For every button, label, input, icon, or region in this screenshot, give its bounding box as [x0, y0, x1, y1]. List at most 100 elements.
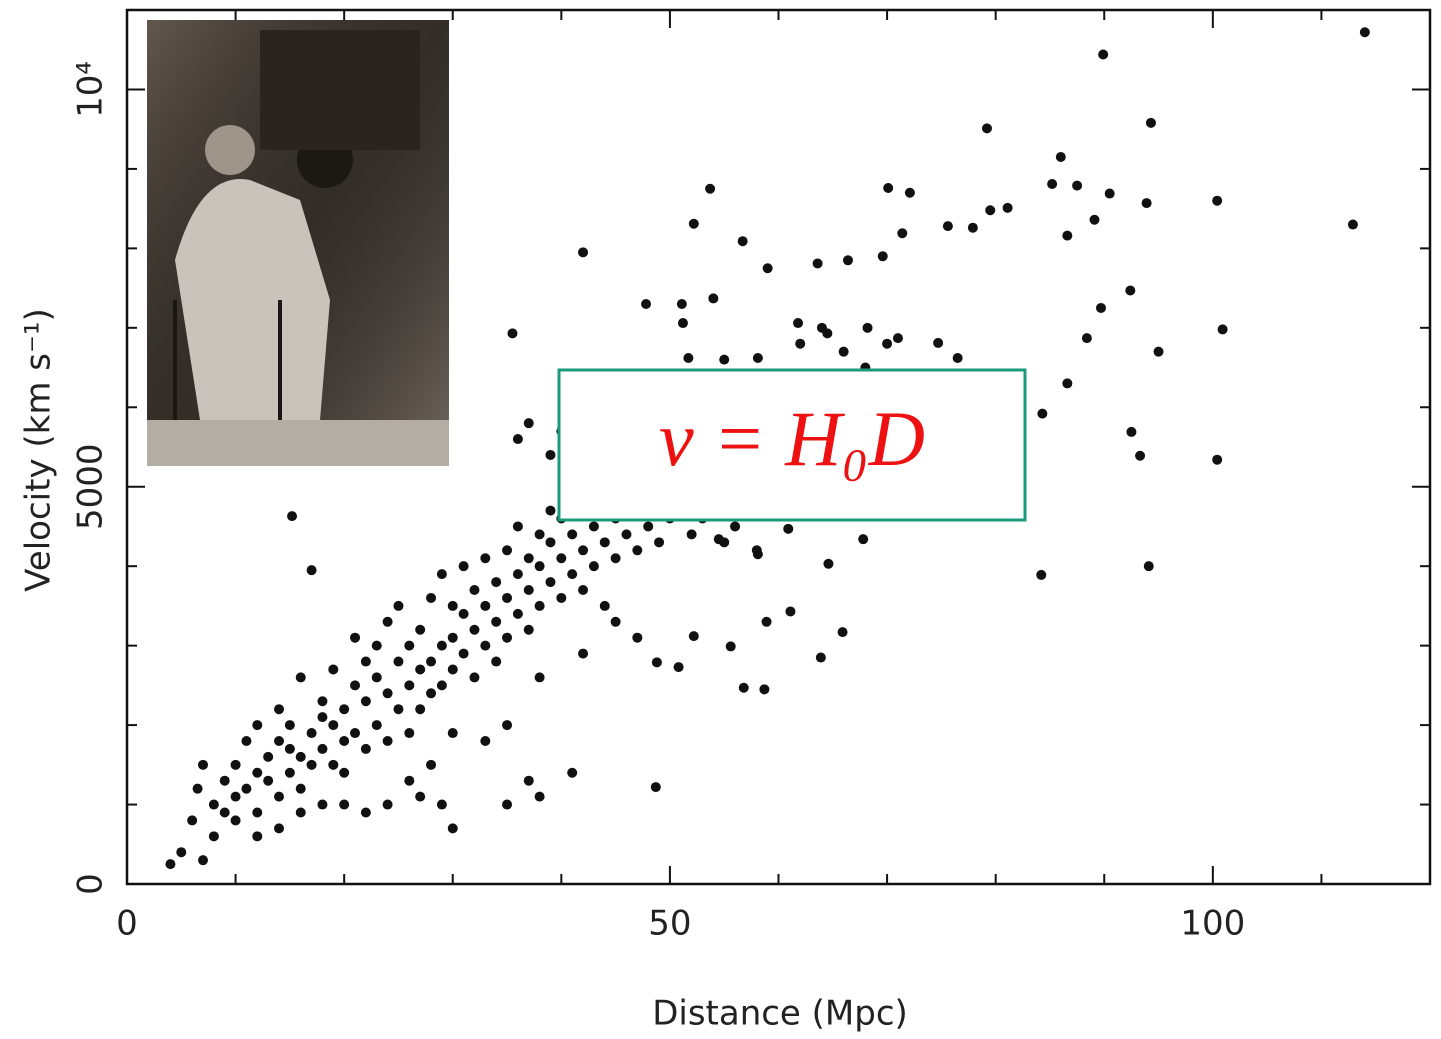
- point: [295, 751, 306, 762]
- point: [1072, 180, 1083, 191]
- point: [458, 561, 469, 572]
- point: [897, 228, 908, 239]
- point: [404, 728, 415, 739]
- point: [621, 529, 632, 540]
- point: [1359, 27, 1370, 38]
- point: [165, 859, 176, 870]
- x-tick-label: 50: [648, 904, 691, 944]
- point: [436, 680, 447, 691]
- point: [415, 624, 426, 635]
- point: [208, 831, 219, 842]
- point: [588, 561, 599, 572]
- point: [306, 728, 317, 739]
- point: [892, 333, 903, 344]
- point: [382, 616, 393, 627]
- point: [415, 664, 426, 675]
- point: [1081, 333, 1092, 344]
- point: [632, 632, 643, 643]
- point: [1036, 569, 1047, 580]
- point: [1143, 561, 1154, 572]
- point: [274, 704, 285, 715]
- point: [882, 338, 893, 349]
- point: [284, 767, 295, 778]
- point: [688, 631, 699, 642]
- point: [752, 353, 763, 364]
- point: [263, 775, 274, 786]
- point: [785, 606, 796, 617]
- point: [328, 664, 339, 675]
- point: [208, 799, 219, 810]
- point: [350, 632, 361, 643]
- point: [382, 688, 393, 699]
- point: [683, 353, 694, 364]
- point: [339, 735, 350, 746]
- x-tick-label: 100: [1180, 904, 1245, 944]
- point: [230, 791, 241, 802]
- point: [436, 640, 447, 651]
- point: [641, 298, 652, 309]
- point: [1098, 49, 1109, 60]
- equation-box: [557, 368, 1027, 522]
- point: [371, 720, 382, 731]
- point: [1212, 195, 1223, 206]
- point: [426, 656, 437, 667]
- point: [447, 664, 458, 675]
- point: [502, 632, 513, 643]
- point: [534, 600, 545, 611]
- point: [534, 561, 545, 572]
- point: [567, 767, 578, 778]
- point: [502, 799, 513, 810]
- point: [708, 293, 719, 304]
- point: [967, 222, 978, 233]
- point: [339, 799, 350, 810]
- point: [393, 656, 404, 667]
- point: [762, 263, 773, 274]
- point: [673, 662, 684, 673]
- point: [328, 720, 339, 731]
- point: [198, 855, 209, 866]
- point: [858, 534, 869, 545]
- point: [230, 759, 241, 770]
- point: [523, 418, 534, 429]
- point: [933, 337, 944, 348]
- point: [480, 553, 491, 564]
- point: [263, 751, 274, 762]
- point: [436, 799, 447, 810]
- point: [545, 537, 556, 548]
- point: [1153, 346, 1164, 357]
- point: [491, 656, 502, 667]
- point: [295, 783, 306, 794]
- x-tick-label: 0: [116, 904, 138, 944]
- point: [862, 322, 873, 333]
- point: [1095, 302, 1106, 313]
- point: [447, 600, 458, 611]
- point: [883, 182, 894, 193]
- point: [1089, 214, 1100, 225]
- point: [252, 831, 263, 842]
- point: [404, 640, 415, 651]
- point: [952, 353, 963, 364]
- point: [360, 743, 371, 754]
- point: [491, 616, 502, 627]
- point: [981, 123, 992, 134]
- point: [578, 247, 589, 258]
- point: [512, 569, 523, 580]
- point: [599, 600, 610, 611]
- y-tick-label: 5000: [71, 443, 111, 530]
- point: [654, 537, 665, 548]
- point: [534, 672, 545, 683]
- point: [371, 672, 382, 683]
- point: [317, 799, 328, 810]
- point: [360, 696, 371, 707]
- point: [404, 680, 415, 691]
- point: [274, 823, 285, 834]
- marks: [165, 27, 1370, 870]
- point: [306, 565, 317, 576]
- point: [1126, 426, 1137, 437]
- point: [610, 616, 621, 627]
- point: [176, 847, 187, 858]
- inset-photo: [147, 20, 449, 466]
- point: [738, 682, 749, 693]
- point: [523, 585, 534, 596]
- point: [686, 529, 697, 540]
